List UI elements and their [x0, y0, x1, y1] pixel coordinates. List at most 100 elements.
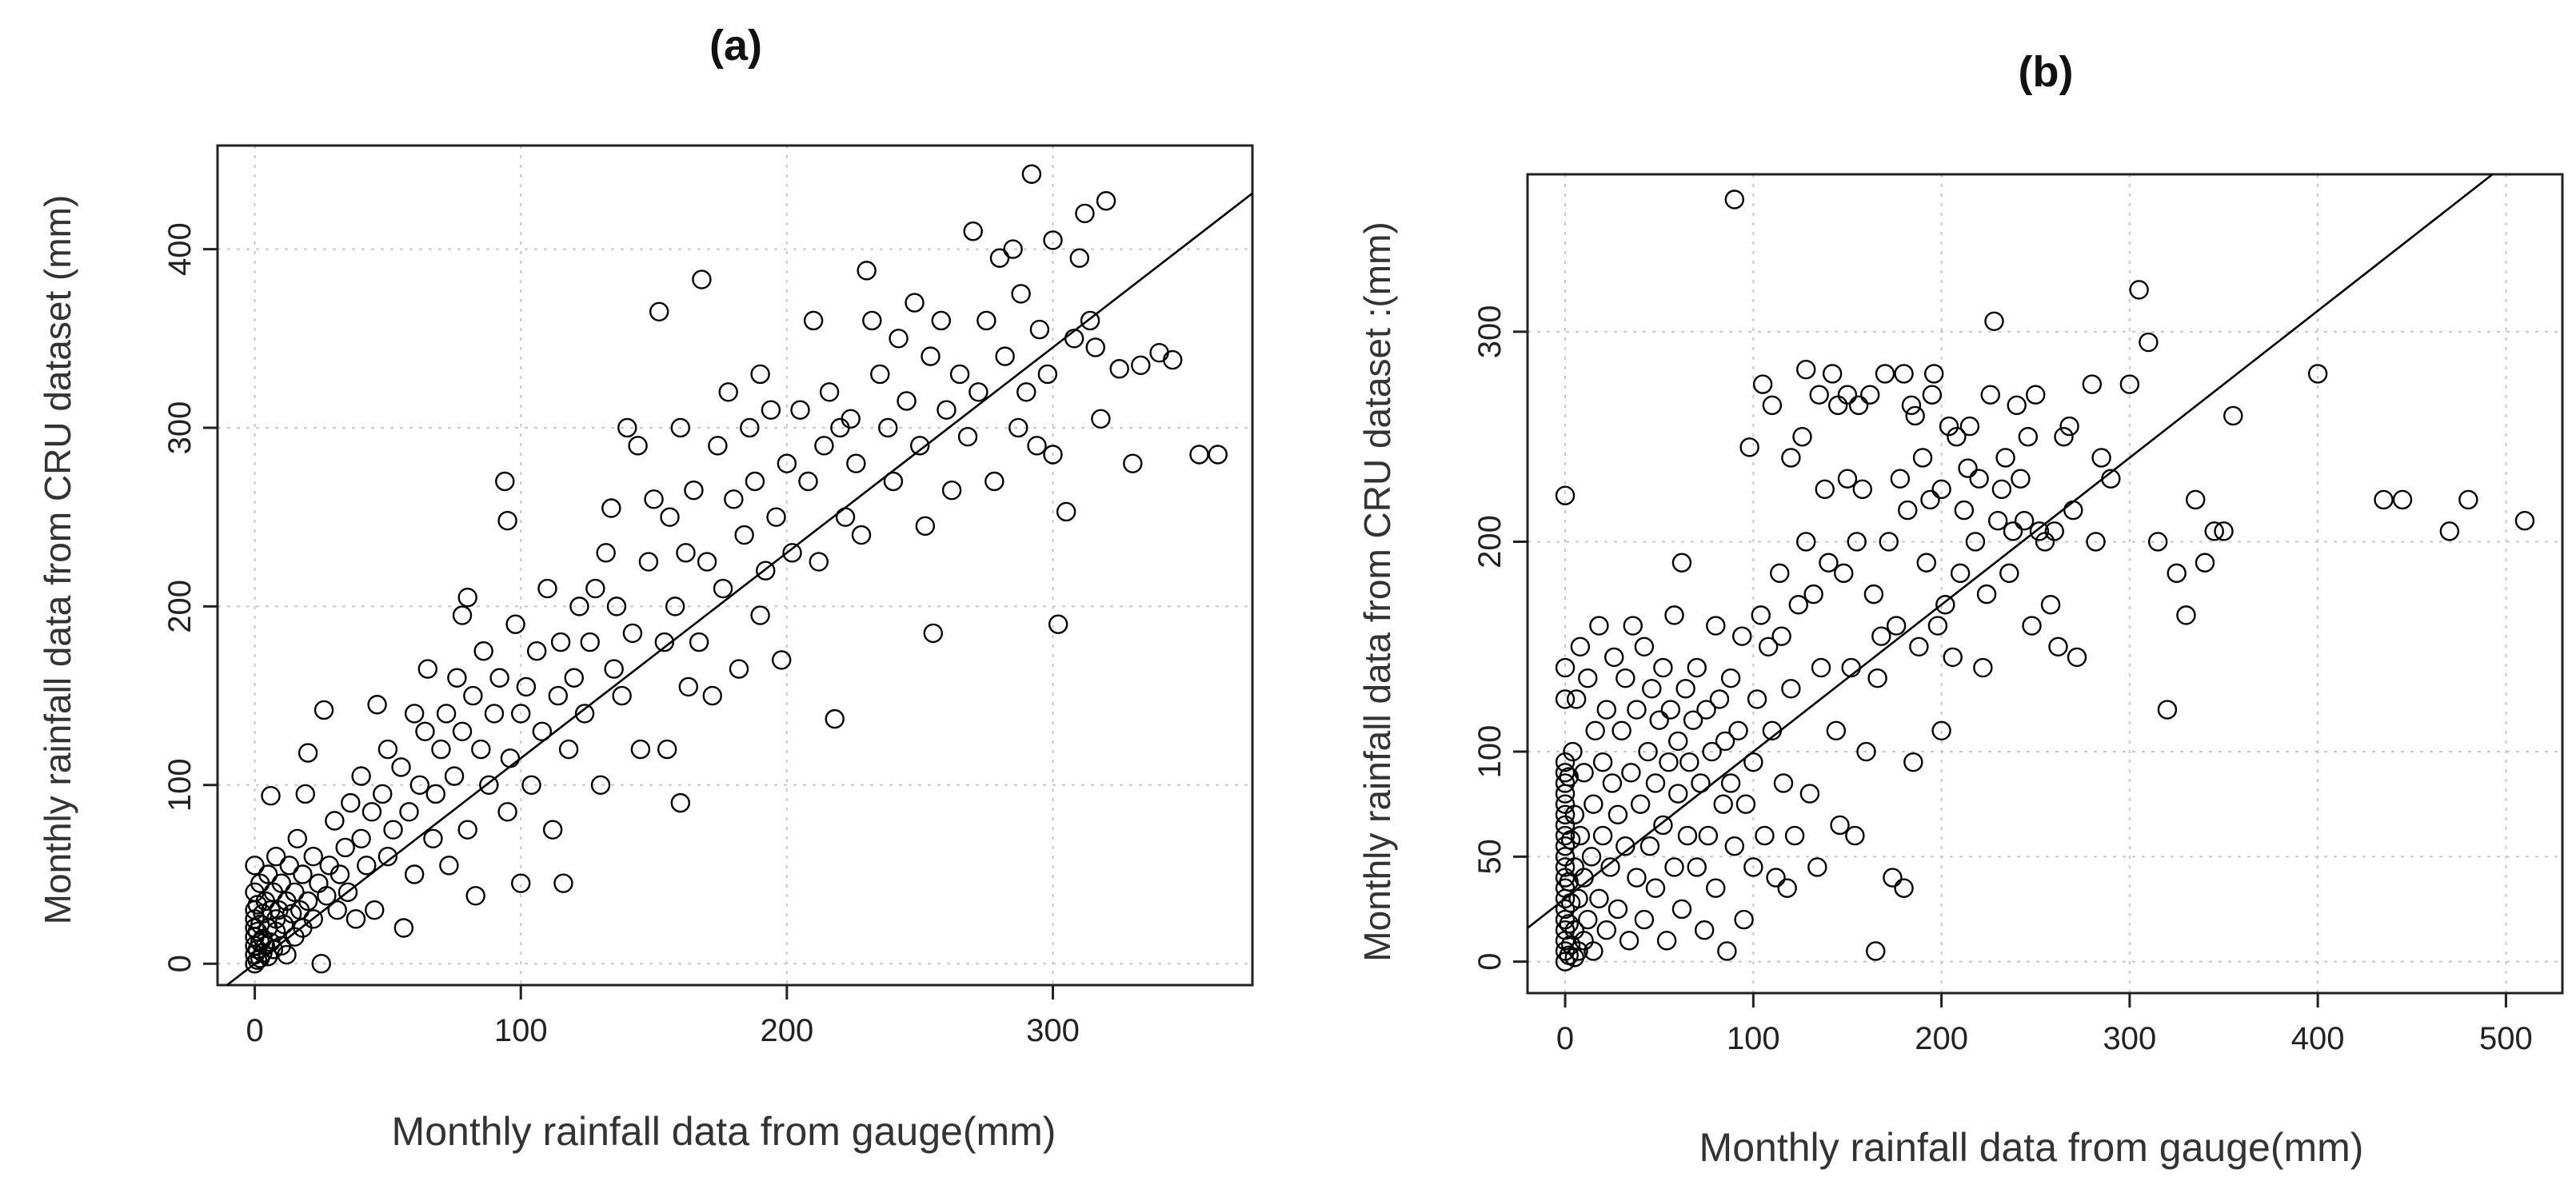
chart-a-point-91 — [457, 588, 477, 608]
chart-b-y-tick-label-0: 0 — [1472, 952, 1508, 970]
chart-a-point-109 — [526, 641, 547, 661]
chart-a-point-42 — [285, 882, 305, 903]
chart-b-point-70 — [1634, 636, 1655, 656]
chart-a-point-68 — [365, 900, 385, 920]
chart-b-y-tick-label-4: 300 — [1472, 305, 1508, 359]
chart-b-point-128 — [1781, 679, 1801, 699]
chart-b-point-34 — [1564, 804, 1585, 825]
chart-a-point-90 — [452, 605, 473, 625]
chart-a-point-70 — [373, 784, 393, 804]
chart-a-point-62 — [341, 792, 361, 813]
chart-a-point-61 — [337, 882, 358, 903]
chart-b-y-axis-title: Monthly rainfall data from CRU dataset :… — [1356, 221, 1398, 961]
chart-b-point-60 — [1611, 720, 1631, 740]
chart-b-point-14 — [1555, 804, 1576, 825]
chart-b-point-217 — [2101, 469, 2121, 489]
chart-a-plot-frame — [216, 144, 1254, 987]
chart-b-point-71 — [1638, 741, 1658, 762]
chart-b-point-19 — [1555, 752, 1576, 772]
chart-b-point-30 — [1563, 741, 1583, 762]
chart-a-x-tick-label-3: 300 — [1026, 1013, 1080, 1048]
chart-b-point-48 — [1585, 720, 1605, 740]
chart-a-point-118 — [569, 596, 589, 616]
chart-b-point-9 — [1555, 857, 1576, 877]
chart-b-point-11 — [1555, 836, 1576, 856]
chart-a-point-107 — [516, 676, 537, 697]
chart-a-x-axis-title: Monthly rainfall data from gauge(mm) — [392, 1109, 1056, 1154]
chart-a-point-8 — [245, 856, 265, 876]
chart-b-point-202 — [2018, 427, 2039, 447]
chart-a-point-177 — [862, 310, 882, 331]
chart-a-point-195 — [976, 310, 996, 331]
chart-a-point-76 — [399, 802, 419, 822]
chart-a-point-218 — [1109, 359, 1129, 379]
chart-a-point-43 — [287, 828, 307, 849]
chart-b-point-53 — [1596, 920, 1617, 940]
chart-a-point-54 — [314, 700, 334, 720]
chart-b-point-185 — [1954, 500, 1975, 521]
chart-b-point-210 — [2054, 427, 2074, 447]
chart-a-point-148 — [708, 436, 728, 456]
chart-b-point-113 — [1739, 437, 1759, 457]
chart-a-point-57 — [325, 811, 345, 831]
chart-b-point-195 — [1991, 479, 2012, 500]
chart-a-point-88 — [447, 668, 467, 688]
chart-b-point-212 — [2063, 500, 2083, 521]
chart-a-point-159 — [761, 400, 781, 420]
chart-b-point-54 — [1596, 700, 1617, 720]
chart-a-x-tick-label-0: 0 — [246, 1013, 263, 1048]
chart-b-point-229 — [2223, 405, 2243, 426]
chart-b-point-169 — [1903, 752, 1923, 772]
chart-b-point-191 — [1976, 584, 1997, 604]
chart-b-point-97 — [1698, 825, 1719, 846]
chart-a-point-143 — [684, 480, 704, 501]
chart-b-point-65 — [1623, 616, 1643, 636]
chart-a-point-127 — [612, 685, 632, 706]
chart-b-point-24 — [1559, 914, 1579, 934]
chart-b-point-178 — [1931, 720, 1951, 740]
chart-b-point-164 — [1890, 469, 1911, 489]
chart-a-point-174 — [846, 453, 866, 473]
chart-b-point-153 — [1852, 479, 1872, 500]
chart-a-point-158 — [756, 561, 776, 581]
chart-a-point-150 — [718, 382, 738, 402]
chart-a-point-167 — [809, 552, 829, 572]
chart-b-point-193 — [1984, 311, 2004, 331]
chart-a-point-67 — [361, 802, 382, 822]
chart-b-point-108 — [1724, 190, 1745, 209]
chart-a-point-211 — [1064, 329, 1084, 349]
chart-a-point-60 — [335, 837, 355, 858]
chart-b-x-axis-title: Monthly rainfall data from gauge(mm) — [1699, 1125, 2364, 1170]
chart-b-y-tick-label-3: 200 — [1472, 515, 1508, 569]
chart-b-point-45 — [1581, 847, 1602, 867]
chart-b-point-215 — [2086, 532, 2106, 552]
chart-a-point-114 — [550, 632, 571, 652]
chart-b-point-225 — [2186, 489, 2206, 510]
chart-a-point-100 — [495, 471, 515, 492]
chart-a-point-58 — [327, 900, 347, 920]
chart-a-y-tick-label-1: 100 — [162, 758, 198, 812]
chart-b-point-192 — [1980, 385, 2000, 405]
chart-a-point-183 — [905, 293, 925, 313]
chart-a-fit-line — [226, 192, 1253, 987]
chart-b-point-29 — [1560, 830, 1581, 850]
chart-a-point-161 — [772, 650, 792, 670]
chart-b-point-154 — [1856, 741, 1876, 762]
chart-b-point-112 — [1735, 794, 1756, 814]
chart-a-point-75 — [393, 918, 414, 938]
chart-b-point-181 — [1939, 416, 1959, 437]
chart-b-point-139 — [1811, 657, 1831, 678]
chart-a-point-35 — [271, 873, 292, 893]
chart-a-point-216 — [1091, 409, 1111, 429]
chart-a-point-140 — [670, 417, 691, 438]
chart-b-point-90 — [1679, 752, 1699, 772]
chart-b-point-43 — [1578, 909, 1598, 930]
chart-b-point-130 — [1784, 825, 1805, 846]
chart-b-point-107 — [1724, 836, 1745, 856]
chart-a-point-151 — [724, 489, 744, 509]
chart-a: 0 100 200 300 0 100 200 300 400 (a) Monthly rain… — [37, 22, 1254, 1154]
chart-b-point-221 — [2147, 532, 2168, 552]
chart-a-point-168 — [814, 436, 834, 456]
chart-b-point-136 — [1803, 584, 1823, 604]
